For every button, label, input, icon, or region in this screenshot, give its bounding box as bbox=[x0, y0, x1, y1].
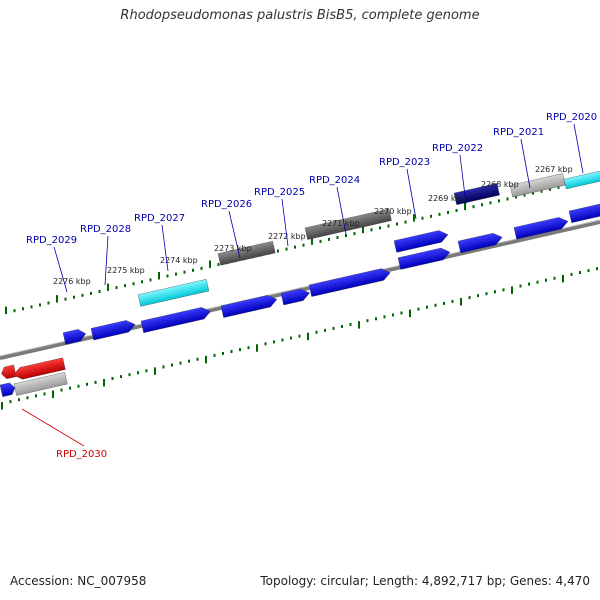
forward-feature-track bbox=[62, 170, 600, 345]
kbp-label: 2271 kbp bbox=[322, 219, 360, 228]
forward-cds bbox=[220, 295, 278, 318]
callout-line bbox=[21, 408, 85, 447]
topology-summary: Topology: circular; Length: 4,892,717 bp… bbox=[260, 574, 590, 588]
callout-line bbox=[336, 186, 347, 235]
forward-cds bbox=[90, 320, 136, 341]
gene-label: RPD_2026 bbox=[201, 199, 252, 210]
accession-label: Accession: NC_007958 bbox=[10, 574, 147, 588]
callout-line bbox=[520, 138, 531, 189]
gene-label: RPD_2020 bbox=[546, 112, 597, 123]
kbp-label: 2268 kbp bbox=[481, 180, 519, 189]
map-title: Rhodopseudomonas palustris BisB5, comple… bbox=[120, 8, 480, 23]
callout-line bbox=[104, 235, 109, 286]
forward-cds bbox=[457, 233, 503, 254]
kbp-label: 2270 kbp bbox=[374, 207, 412, 216]
forward-cds bbox=[568, 203, 600, 223]
callout-line bbox=[459, 154, 467, 205]
gene-label: RPD_2021 bbox=[493, 127, 544, 138]
trna-feature bbox=[137, 279, 210, 307]
kbp-label: 2273 kbp bbox=[214, 244, 252, 253]
gene-label: RPD_2025 bbox=[254, 187, 305, 198]
forward-cds bbox=[0, 382, 16, 397]
forward-cds bbox=[397, 247, 451, 270]
gene-label: RPD_2030 bbox=[56, 449, 107, 460]
forward-cds bbox=[280, 288, 310, 306]
trna-feature bbox=[563, 170, 600, 190]
grey-feature bbox=[217, 241, 276, 266]
reverse-feature-track bbox=[0, 357, 68, 397]
gene-label: RPD_2022 bbox=[432, 143, 483, 154]
kbp-label: 2269 kbp bbox=[428, 194, 466, 203]
reverse-cds bbox=[13, 357, 66, 380]
callout-line bbox=[573, 123, 584, 174]
callout-line bbox=[228, 210, 241, 259]
callout-line bbox=[53, 246, 68, 293]
reverse-cds bbox=[1, 364, 17, 379]
kbp-label: 2276 kbp bbox=[53, 277, 91, 286]
grey-feature bbox=[304, 208, 392, 240]
callout-line bbox=[406, 168, 417, 220]
gene-label: RPD_2024 bbox=[309, 175, 360, 186]
gene-label: RPD_2027 bbox=[134, 213, 185, 224]
forward-cds bbox=[308, 268, 391, 297]
kbp-label: 2275 kbp bbox=[107, 266, 145, 275]
forward-cds bbox=[513, 217, 569, 240]
forward-cds bbox=[62, 329, 86, 345]
gene-label: RPD_2023 bbox=[379, 157, 430, 168]
callout-line bbox=[281, 198, 289, 247]
gene-label: RPD_2028 bbox=[80, 224, 131, 235]
forward-cds bbox=[393, 230, 449, 253]
light-grey-feature bbox=[13, 372, 68, 396]
gene-label: RPD_2029 bbox=[26, 235, 77, 246]
kbp-label: 2267 kbp bbox=[535, 165, 573, 174]
inner-tick-track bbox=[1, 267, 598, 410]
forward-cds bbox=[140, 307, 211, 333]
kbp-label: 2274 kbp bbox=[160, 256, 198, 265]
callout-line bbox=[161, 224, 169, 272]
